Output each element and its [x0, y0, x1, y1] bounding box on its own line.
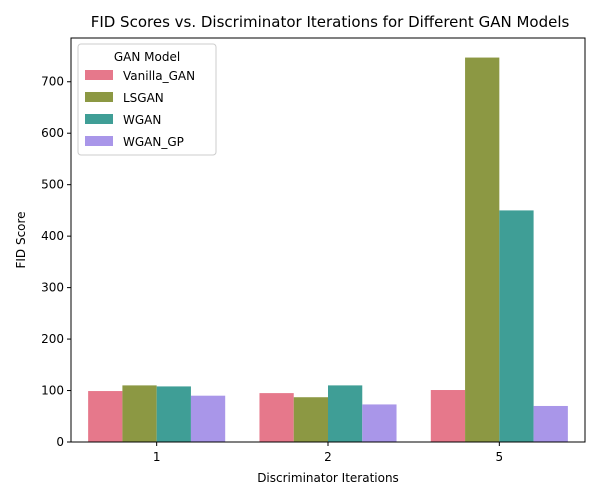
x-tick-label: 5 — [496, 450, 504, 464]
bar-wgan-gp-2 — [362, 404, 397, 442]
x-ticks-group: 1 2 5 — [153, 442, 503, 464]
y-tick-label: 200 — [41, 332, 64, 346]
bar-vanilla-gan-2 — [259, 393, 294, 442]
legend-label-vanilla-gan: Vanilla_GAN — [123, 69, 195, 83]
legend-swatch-lsgan — [85, 92, 113, 102]
legend-swatch-wgan-gp — [85, 136, 113, 146]
bar-lsgan-5 — [465, 57, 500, 442]
legend-swatch-wgan — [85, 114, 113, 124]
bar-lsgan-2 — [293, 397, 328, 442]
legend-label-wgan-gp: WGAN_GP — [123, 135, 184, 149]
legend: GAN Model Vanilla_GAN LSGAN WGAN WGAN_GP — [77, 43, 217, 156]
plot-frame — [70, 37, 586, 443]
legend-label-wgan: WGAN — [123, 113, 161, 127]
legend-title: GAN Model — [114, 50, 180, 64]
bars-group — [88, 57, 568, 442]
x-tick-label: 2 — [324, 450, 332, 464]
y-tick-label: 500 — [41, 178, 64, 192]
legend-label-lsgan: LSGAN — [123, 91, 164, 105]
y-ticks-group: 0 100 200 300 400 500 600 700 — [41, 75, 71, 449]
y-tick-label: 300 — [41, 281, 64, 295]
bar-wgan-gp-1 — [190, 395, 226, 442]
x-tick-label: 1 — [153, 450, 161, 464]
chart-title: FID Scores vs. Discriminator Iterations … — [91, 13, 570, 31]
bar-wgan-5 — [499, 210, 534, 442]
bar-wgan-1 — [156, 386, 191, 442]
bar-lsgan-1 — [122, 385, 157, 442]
bar-vanilla-gan-5 — [430, 390, 466, 442]
bar-vanilla-gan-1 — [88, 391, 123, 442]
y-tick-label: 700 — [41, 75, 64, 89]
y-tick-label: 600 — [41, 126, 64, 140]
bar-wgan-2 — [328, 385, 363, 442]
y-tick-label: 100 — [41, 384, 64, 398]
y-tick-label: 0 — [56, 435, 64, 449]
bar-wgan-gp-5 — [533, 405, 568, 442]
y-axis-label: FID Score — [14, 211, 28, 268]
legend-swatch-vanilla-gan — [85, 70, 113, 80]
x-axis-label: Discriminator Iterations — [257, 471, 399, 485]
y-tick-label: 400 — [41, 229, 64, 243]
